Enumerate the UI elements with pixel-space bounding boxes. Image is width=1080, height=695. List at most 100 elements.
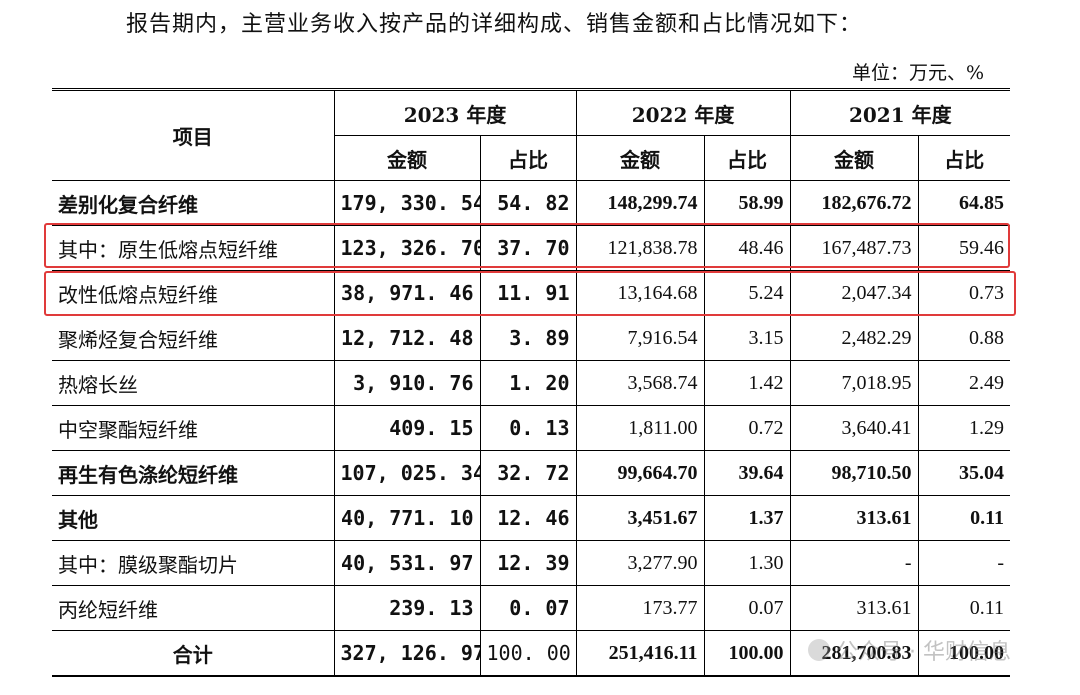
cell-2023-ratio: 12. 39	[479, 540, 577, 586]
row-label: 差别化复合纤维	[52, 180, 335, 226]
cell-2023-ratio: 1. 20	[479, 360, 577, 406]
header-ratio: 占比	[917, 135, 1011, 181]
header-amount: 金额	[334, 135, 481, 181]
cell-2021-ratio: 100.00	[917, 630, 1011, 677]
header-amount: 金额	[789, 135, 919, 181]
header-ratio: 占比	[703, 135, 791, 181]
cell-2023-amount: 3, 910. 76	[333, 360, 481, 406]
cell-2022-ratio: 48.46	[703, 225, 791, 271]
row-label: 改性低熔点短纤维	[52, 270, 335, 316]
cell-2021-amount: 2,047.34	[789, 270, 919, 316]
cell-2022-ratio: 3.15	[703, 315, 791, 361]
cell-2022-ratio: 0.72	[703, 405, 791, 451]
cell-2023-ratio: 12. 46	[479, 495, 577, 541]
cell-2022-amount: 121,838.78	[575, 225, 705, 271]
cell-2023-amount: 40, 771. 10	[333, 495, 481, 541]
table-row: 其他 40, 771. 10 12. 46 3,451.67 1.37 313.…	[52, 495, 1011, 541]
cell-2021-ratio: 0.73	[917, 270, 1011, 316]
cell-2023-ratio: 54. 82	[479, 180, 577, 226]
cell-2023-ratio: 32. 72	[479, 450, 577, 496]
cell-2021-ratio: 59.46	[917, 225, 1011, 271]
cell-2022-ratio: 100.00	[703, 630, 791, 677]
header-ratio: 占比	[479, 135, 577, 181]
cell-2021-amount: 281,700.83	[789, 630, 919, 677]
cell-2021-amount: 182,676.72	[789, 180, 919, 226]
cell-2021-amount: 7,018.95	[789, 360, 919, 406]
cell-2021-ratio: 0.88	[917, 315, 1011, 361]
cell-2021-ratio: 35.04	[917, 450, 1011, 496]
row-label: 其中：膜级聚酯切片	[52, 540, 335, 586]
cell-2021-ratio: 0.11	[917, 585, 1011, 631]
cell-2022-ratio: 5.24	[703, 270, 791, 316]
cell-2023-amount: 40, 531. 97	[333, 540, 481, 586]
cell-2021-amount: 2,482.29	[789, 315, 919, 361]
header-year-2021: 2021 年度	[789, 89, 1011, 136]
header-year-2022: 2022 年度	[575, 89, 791, 136]
unit-label: 单位：万元、%	[851, 62, 984, 84]
cell-2023-amount: 12, 712. 48	[333, 315, 481, 361]
table-row: 其中：膜级聚酯切片 40, 531. 97 12. 39 3,277.90 1.…	[52, 540, 1011, 586]
cell-2023-ratio: 11. 91	[479, 270, 577, 316]
row-label: 中空聚酯短纤维	[52, 405, 335, 451]
row-label: 合计	[52, 630, 335, 677]
row-label: 其中：原生低熔点短纤维	[52, 225, 335, 271]
header-row-metrics: 金额 占比 金额 占比 金额 占比	[52, 135, 1011, 181]
intro-text: 报告期内，主营业务收入按产品的详细构成、销售金额和占比情况如下：	[126, 12, 863, 37]
table-row: 合计 327, 126. 97 100. 00 251,416.11 100.0…	[52, 630, 1011, 677]
cell-2022-ratio: 1.42	[703, 360, 791, 406]
cell-2023-amount: 107, 025. 34	[333, 450, 481, 496]
cell-2023-amount: 327, 126. 97	[333, 630, 481, 677]
cell-2023-ratio: 0. 13	[479, 405, 577, 451]
wechat-icon	[808, 639, 830, 661]
header-item: 项目	[52, 89, 335, 181]
table-row: 聚烯烃复合短纤维 12, 712. 48 3. 89 7,916.54 3.15…	[52, 315, 1011, 361]
table-row: 热熔长丝 3, 910. 76 1. 20 3,568.74 1.42 7,01…	[52, 360, 1011, 406]
cell-2022-amount: 99,664.70	[575, 450, 705, 496]
cell-2022-amount: 3,568.74	[575, 360, 705, 406]
cell-2023-ratio: 3. 89	[479, 315, 577, 361]
cell-2022-ratio: 58.99	[703, 180, 791, 226]
cell-2021-ratio: 2.49	[917, 360, 1011, 406]
cell-2023-amount: 239. 13	[333, 585, 481, 631]
table-row: 中空聚酯短纤维 409. 15 0. 13 1,811.00 0.72 3,64…	[52, 405, 1011, 451]
cell-2021-ratio: 1.29	[917, 405, 1011, 451]
cell-2023-amount: 409. 15	[333, 405, 481, 451]
table-row: 差别化复合纤维 179, 330. 54 54. 82 148,299.74 5…	[52, 180, 1011, 226]
cell-2021-amount: -	[789, 540, 919, 586]
cell-2022-ratio: 0.07	[703, 585, 791, 631]
cell-2021-amount: 167,487.73	[789, 225, 919, 271]
header-amount: 金额	[575, 135, 705, 181]
table-row: 改性低熔点短纤维 38, 971. 46 11. 91 13,164.68 5.…	[52, 270, 1011, 316]
watermark: 公众号 · 华财信息	[808, 634, 1011, 666]
cell-2022-ratio: 1.37	[703, 495, 791, 541]
cell-2023-ratio: 0. 07	[479, 585, 577, 631]
cell-2021-amount: 313.61	[789, 495, 919, 541]
cell-2023-ratio: 100. 00	[479, 630, 577, 677]
cell-2022-amount: 173.77	[575, 585, 705, 631]
cell-2022-amount: 13,164.68	[575, 270, 705, 316]
row-label: 再生有色涤纶短纤维	[52, 450, 335, 496]
cell-2022-ratio: 39.64	[703, 450, 791, 496]
cell-2021-amount: 3,640.41	[789, 405, 919, 451]
table-row: 丙纶短纤维 239. 13 0. 07 173.77 0.07 313.61 0…	[52, 585, 1011, 631]
header-row-years: 项目 2023 年度 2022 年度 2021 年度	[52, 89, 1011, 181]
cell-2023-amount: 179, 330. 54	[333, 180, 481, 226]
cell-2021-ratio: 64.85	[917, 180, 1011, 226]
cell-2021-ratio: -	[917, 540, 1011, 586]
revenue-table: 项目 2023 年度 2022 年度 2021 年度 金额 占比 金额 占比 金…	[52, 88, 1011, 677]
table-row: 再生有色涤纶短纤维 107, 025. 34 32. 72 99,664.70 …	[52, 450, 1011, 496]
cell-2022-ratio: 1.30	[703, 540, 791, 586]
row-label: 其他	[52, 495, 335, 541]
watermark-text: 公众号 · 华财信息	[836, 640, 1011, 665]
cell-2022-amount: 7,916.54	[575, 315, 705, 361]
cell-2022-amount: 1,811.00	[575, 405, 705, 451]
cell-2021-ratio: 0.11	[917, 495, 1011, 541]
cell-2022-amount: 251,416.11	[575, 630, 705, 677]
cell-2023-amount: 38, 971. 46	[333, 270, 481, 316]
row-label: 丙纶短纤维	[52, 585, 335, 631]
cell-2021-amount: 313.61	[789, 585, 919, 631]
cell-2021-amount: 98,710.50	[789, 450, 919, 496]
row-label: 热熔长丝	[52, 360, 335, 406]
cell-2023-amount: 123, 326. 70	[333, 225, 481, 271]
cell-2022-amount: 148,299.74	[575, 180, 705, 226]
